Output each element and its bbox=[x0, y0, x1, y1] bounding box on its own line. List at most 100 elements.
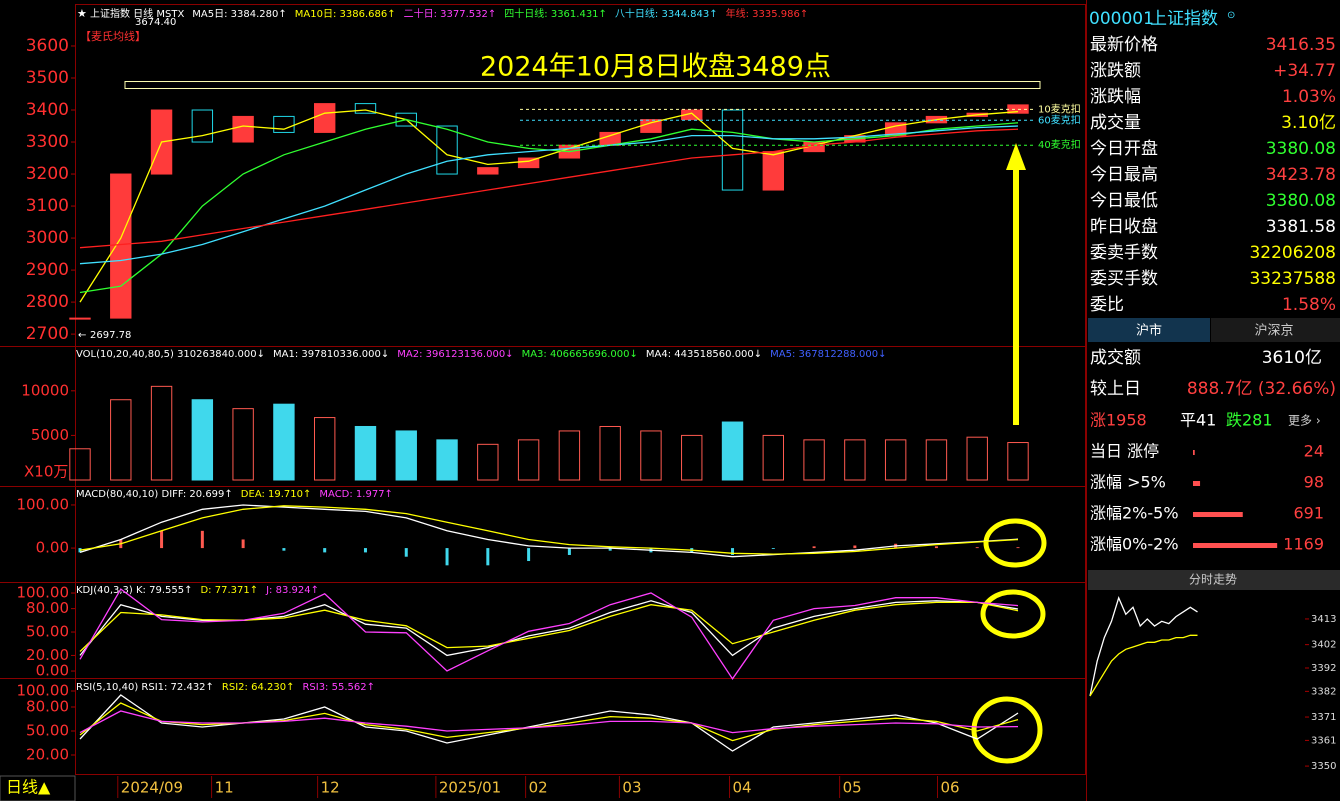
x-tick-label: 05 bbox=[843, 779, 862, 797]
quote-value: +34.77 bbox=[1273, 61, 1336, 81]
volume-bar bbox=[436, 439, 458, 481]
ma-label: 【麦氏均线】 bbox=[80, 29, 146, 43]
x-tick-label: 11 bbox=[215, 779, 234, 797]
x-tick-label: 2024/09 bbox=[121, 779, 183, 797]
candle bbox=[273, 115, 295, 133]
volume-bar bbox=[884, 439, 907, 481]
circle bbox=[980, 589, 1046, 639]
candle bbox=[395, 112, 417, 127]
volume-bar bbox=[640, 430, 662, 481]
series-line bbox=[79, 128, 1019, 249]
legend-entry: MA2: 396123136.000↓ bbox=[397, 349, 513, 360]
volume-bar bbox=[681, 434, 703, 481]
y-tick-label: 100.00 bbox=[17, 682, 70, 700]
turnover: 3610亿 bbox=[1262, 348, 1322, 368]
quote-code: 000001 bbox=[1089, 9, 1154, 29]
x-tick-label: 02 bbox=[529, 779, 548, 797]
quote-label: 委比 bbox=[1090, 295, 1124, 315]
volume-bar bbox=[762, 434, 785, 481]
volume-bar bbox=[395, 430, 417, 481]
series-line bbox=[79, 504, 1019, 558]
info-icon[interactable]: ⊙ bbox=[1227, 10, 1235, 21]
candle bbox=[314, 103, 336, 133]
quote-label: 今日开盘 bbox=[1090, 139, 1158, 159]
quote-value: 3381.58 bbox=[1266, 217, 1336, 237]
legend-entry: 八十日线: 3344.843↑ bbox=[615, 7, 718, 20]
quote-value: 33237588 bbox=[1249, 269, 1336, 289]
stat-bar bbox=[1193, 543, 1278, 548]
tab-bg[interactable] bbox=[1211, 318, 1340, 342]
stat-bar bbox=[1193, 512, 1243, 517]
quote-label: 涨跌幅 bbox=[1090, 87, 1141, 107]
intraday-title: 分时走势 bbox=[1189, 573, 1237, 587]
y-tick-label: 100.00 bbox=[17, 495, 70, 513]
quote-label: 昨日收盘 bbox=[1090, 217, 1158, 237]
annotation-title: 2024年10月8日收盘3489点 bbox=[480, 52, 831, 83]
x-tick-label: 12 bbox=[321, 779, 340, 797]
legend-entry: MA10日: 3386.686↑ bbox=[295, 9, 396, 20]
footer-tab[interactable] bbox=[0, 775, 76, 801]
series-line bbox=[79, 588, 1019, 680]
candle bbox=[232, 115, 254, 143]
volume-bar bbox=[721, 421, 744, 481]
y-tick-label: 3382 bbox=[1311, 686, 1336, 697]
candle bbox=[681, 109, 703, 121]
stat-label: 当日 涨停 bbox=[1090, 442, 1159, 461]
series-line bbox=[79, 125, 1019, 265]
high-label: 3674.40 bbox=[135, 17, 176, 28]
y-tick-label: 3400 bbox=[26, 100, 69, 120]
volume-bar bbox=[599, 425, 621, 481]
y-tick-label: 3100 bbox=[26, 196, 69, 216]
tab[interactable]: 沪深京 bbox=[1254, 323, 1293, 339]
stat-value: 691 bbox=[1293, 504, 1324, 523]
circle bbox=[983, 518, 1047, 568]
chart-frame bbox=[75, 4, 1086, 775]
series-line bbox=[79, 710, 1019, 734]
stat-bar bbox=[1193, 481, 1201, 486]
tab-bg[interactable] bbox=[1088, 318, 1210, 342]
low-label: 2697.78 bbox=[90, 330, 131, 341]
volume-bar bbox=[191, 399, 214, 481]
quote-label: 委卖手数 bbox=[1090, 243, 1158, 263]
more-link[interactable]: 更多 › bbox=[1288, 414, 1321, 428]
volume-bar bbox=[232, 408, 254, 481]
y-tick-label: 50.00 bbox=[26, 722, 69, 740]
legend-entry: 四十日线: 3361.431↑ bbox=[504, 7, 607, 20]
footer-label[interactable]: 日线▲ bbox=[6, 778, 51, 797]
panel-borders bbox=[0, 0, 1087, 801]
y-tick-label: 20.00 bbox=[26, 646, 69, 664]
legend-entry: RSI2: 64.230↑ bbox=[222, 682, 295, 693]
quote-name: 上证指数 bbox=[1150, 9, 1218, 29]
legend-entry: 年线: 3335.986↑ bbox=[726, 7, 809, 20]
volume-bar bbox=[1007, 442, 1029, 481]
quote-label: 今日最低 bbox=[1090, 191, 1158, 211]
intraday-header bbox=[1088, 570, 1340, 590]
legend-entry: 二十日: 3377.532↑ bbox=[404, 7, 497, 20]
quote-value: 3416.35 bbox=[1266, 35, 1336, 55]
tab[interactable]: 沪市 bbox=[1136, 323, 1162, 339]
quote-value: 3.10亿 bbox=[1281, 113, 1336, 133]
flat-count: 平41 bbox=[1180, 411, 1216, 430]
quote-value: 3380.08 bbox=[1266, 191, 1336, 211]
mc-label: 10麦克扣 bbox=[1038, 102, 1081, 115]
y-tick-label: 5000 bbox=[31, 426, 69, 444]
legend-entry: VOL(10,20,40,80,5) 310263840.000↓ bbox=[76, 349, 265, 360]
x-tick-label: 2025/01 bbox=[439, 779, 501, 797]
candle bbox=[517, 157, 540, 169]
stat-label: 涨幅0%-2% bbox=[1090, 535, 1179, 554]
y-tick-label: 3000 bbox=[26, 228, 69, 248]
legend-entry: MA4: 443518560.000↓ bbox=[646, 349, 762, 360]
low-arrow: ← bbox=[78, 330, 86, 341]
y-tick-label: 3500 bbox=[26, 68, 69, 88]
candle bbox=[110, 173, 132, 319]
candle bbox=[191, 109, 214, 143]
change: 888.7亿 (32.66%) bbox=[1187, 379, 1336, 399]
stat-label: 涨幅 >5% bbox=[1090, 473, 1166, 492]
volume-bar bbox=[558, 430, 581, 481]
y-tick-label: 3392 bbox=[1311, 663, 1336, 674]
quote-value: 1.03% bbox=[1282, 87, 1336, 107]
y-tick-label: 0.00 bbox=[36, 539, 69, 557]
x-tick-label: 04 bbox=[733, 779, 752, 797]
